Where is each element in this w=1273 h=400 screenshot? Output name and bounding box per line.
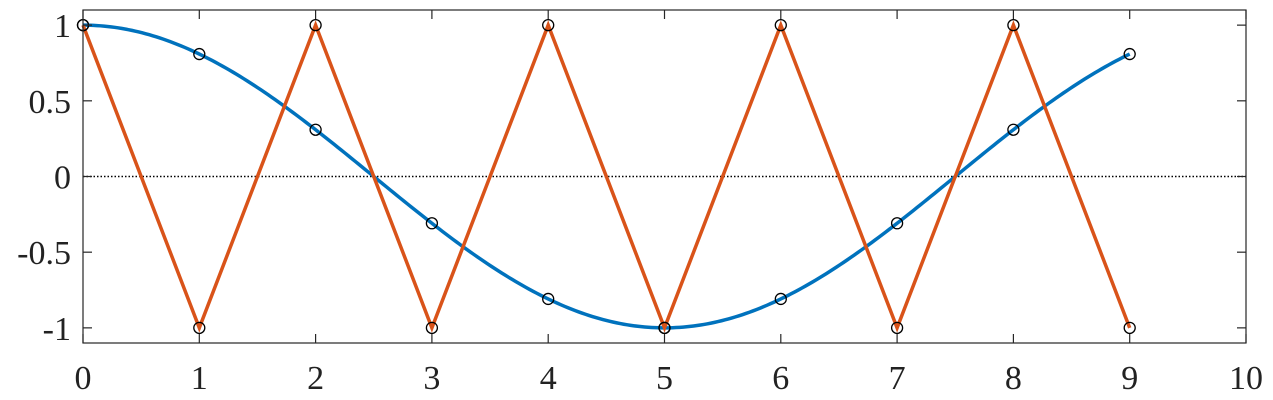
series-1-point-4 [542, 292, 555, 306]
series-2-point-6 [774, 18, 787, 32]
series-1-point-9 [1123, 47, 1136, 61]
series-1-point-2 [309, 123, 322, 136]
marker-layer [76, 18, 1136, 335]
series-2-point-1 [193, 321, 206, 335]
x-tick-label-5: 5 [656, 360, 673, 397]
series-2-point-4 [542, 18, 555, 32]
x-tick-label-2: 2 [307, 360, 324, 397]
x-tick-labels: 0 1 2 3 4 5 6 7 8 9 10 [75, 360, 1264, 397]
series-1-point-8 [1007, 123, 1020, 136]
x-tick-label-10: 10 [1229, 360, 1263, 397]
series-2-point-2 [309, 18, 322, 32]
y-tick-label-3: -0.5 [17, 235, 71, 272]
series-2-point-7 [890, 321, 904, 335]
x-tick-label-4: 4 [540, 360, 557, 397]
series-2-line [81, 20, 1132, 333]
x-tick-label-1: 1 [191, 360, 208, 397]
x-tick-label-6: 6 [772, 360, 789, 397]
y-tick-label-1: 0.5 [29, 84, 72, 121]
x-tick-label-3: 3 [423, 360, 440, 397]
x-tick-label-8: 8 [1005, 360, 1022, 397]
series-1-point-1 [193, 47, 206, 61]
y-tick-labels: 1 0.5 0 -0.5 -1 [17, 8, 71, 348]
x-tick-label-9: 9 [1121, 360, 1138, 397]
x-tick-label-7: 7 [889, 360, 906, 397]
axes-layer [82, 9, 1247, 344]
y-tick-label-0: 1 [54, 8, 71, 45]
series-layer [81, 20, 1132, 333]
series-1-point-3 [425, 217, 439, 230]
y-tick-label-4: -1 [43, 311, 71, 348]
series-1-point-6 [774, 292, 787, 306]
series-2-point-5 [658, 321, 671, 335]
series-2-point-8 [1007, 18, 1020, 32]
y-tick-label-2: 0 [54, 160, 71, 197]
series-2-point-3 [425, 321, 439, 335]
series-2-point-9 [1123, 321, 1136, 335]
x-tick-label-0: 0 [75, 360, 92, 397]
series-1-point-7 [890, 217, 904, 230]
